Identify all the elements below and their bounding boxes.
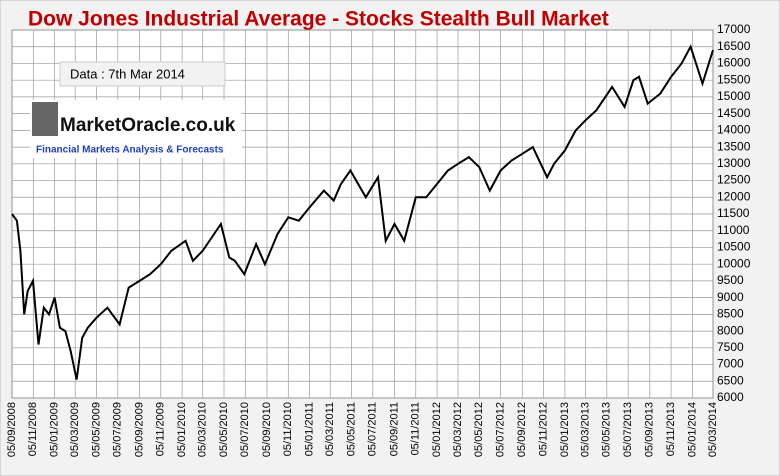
y-tick-label: 10500 [717, 240, 751, 254]
logo-tagline: Financial Markets Analysis & Forecasts [36, 145, 224, 156]
x-tick-label: 05/09/2010 [261, 402, 273, 457]
y-tick-label: 16000 [717, 56, 751, 70]
y-tick-label: 8500 [717, 307, 744, 321]
x-tick-label: 05/09/2013 [644, 402, 656, 457]
y-tick-label: 16500 [717, 39, 751, 53]
y-tick-label: 6500 [717, 373, 744, 387]
logo-box [30, 100, 242, 158]
x-tick-label: 05/07/2011 [367, 402, 379, 456]
y-tick-label: 12000 [717, 189, 751, 203]
y-tick-label: 9500 [717, 273, 744, 287]
x-tick-label: 05/03/2013 [579, 402, 591, 457]
y-tick-label: 7500 [717, 340, 744, 354]
x-tick-label: 05/03/2009 [69, 402, 81, 457]
y-tick-label: 11000 [717, 223, 750, 237]
x-tick-label: 05/05/2011 [345, 402, 357, 456]
x-tick-label: 05/11/2012 [538, 402, 550, 456]
y-tick-label: 9000 [717, 290, 744, 304]
x-tick-label: 05/11/2011 [410, 402, 422, 455]
x-tick-label: 05/01/2009 [49, 402, 61, 457]
y-tick-label: 7000 [717, 357, 744, 371]
x-tick-label: 05/09/2012 [516, 402, 528, 457]
x-tick-label: 05/07/2012 [495, 402, 507, 457]
x-tick-label: 05/07/2013 [622, 402, 634, 457]
x-tick-label: 05/01/2010 [176, 402, 188, 457]
annotation-box [59, 61, 226, 87]
y-tick-label: 13500 [717, 139, 751, 153]
x-tick-label: 05/11/2013 [665, 402, 677, 456]
x-tick-label: 05/11/2009 [155, 402, 167, 456]
x-tick-label: 05/03/2014 [707, 402, 719, 457]
x-tick-label: 05/07/2010 [239, 402, 251, 457]
x-tick-label: 05/03/2012 [452, 402, 464, 457]
x-tick-label: 05/09/2011 [388, 402, 400, 456]
x-tick-label: 05/03/2011 [324, 402, 336, 456]
x-tick-label: 05/09/2008 [6, 402, 18, 457]
y-tick-label: 6000 [717, 390, 744, 404]
logo-icon [32, 102, 58, 136]
y-tick-label: 8000 [717, 323, 744, 337]
data-line [11, 44, 714, 380]
x-tick-label: 05/01/2012 [431, 402, 443, 457]
x-tick-label: 05/11/2010 [282, 402, 294, 456]
x-tick-label: 05/03/2010 [197, 402, 209, 457]
x-tick-label: 05/05/2010 [218, 402, 230, 457]
x-tick-label: 05/05/2012 [473, 402, 485, 457]
y-tick-label: 10000 [717, 256, 751, 270]
y-tick-label: 14000 [717, 123, 751, 137]
x-tick-label: 05/01/2014 [686, 402, 698, 457]
y-tick-label: 11500 [717, 206, 750, 220]
x-tick-label: 05/05/2009 [90, 402, 102, 457]
y-tick-label: 15500 [717, 72, 751, 86]
y-tick-label: 12500 [717, 173, 751, 187]
x-tick-label: 05/07/2009 [112, 402, 124, 457]
x-tick-label: 05/09/2009 [133, 402, 145, 457]
x-tick-label: 05/11/2008 [27, 402, 39, 456]
logo-name: MarketOracle.co.uk [60, 115, 236, 136]
y-tick-label: 13000 [717, 156, 751, 170]
x-tick-label: 05/05/2013 [601, 402, 613, 457]
annotation: Data : 7th Mar 2014 [70, 66, 185, 81]
chart-title: Dow Jones Industrial Average - Stocks St… [28, 8, 609, 31]
y-tick-label: 14500 [717, 106, 751, 120]
x-tick-label: 05/01/2011 [303, 402, 315, 456]
x-tick-label: 05/01/2013 [559, 402, 571, 457]
y-tick-label: 17000 [717, 22, 751, 36]
y-tick-label: 15000 [717, 89, 751, 103]
